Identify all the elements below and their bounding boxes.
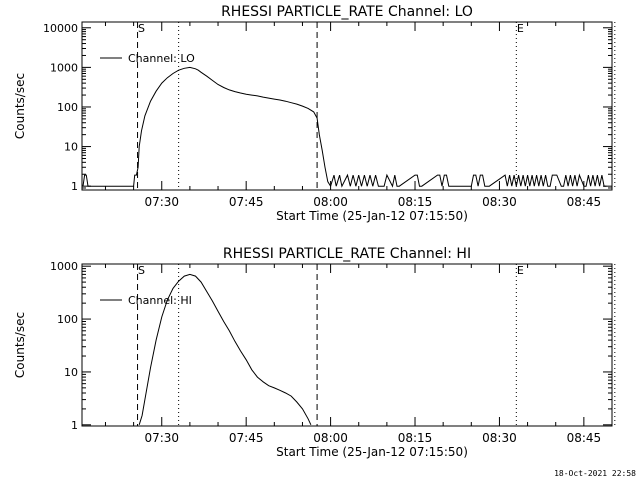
x-tick-label: 08:45 — [567, 195, 602, 209]
y-tick-label: 10000 — [43, 22, 78, 35]
y-tick-label: 1 — [71, 419, 78, 432]
series-line-lo — [82, 66, 607, 188]
x-tick-label: 08:15 — [398, 431, 433, 445]
legend-label: Channel: LO — [128, 52, 195, 65]
y-tick-label: 1000 — [50, 260, 78, 273]
time-marker-label: S — [138, 264, 145, 277]
y-tick-label: 100 — [57, 313, 78, 326]
footer-timestamp: 18-Oct-2021 22:58 — [554, 469, 636, 478]
x-tick-label: 07:45 — [229, 195, 264, 209]
chart-title: RHESSI PARTICLE_RATE Channel: HI — [223, 246, 471, 262]
x-tick-label: 08:45 — [567, 431, 602, 445]
x-axis-label: Start Time (25-Jan-12 07:15:50) — [276, 445, 468, 459]
legend-label: Channel: HI — [128, 294, 192, 307]
y-tick-label: 1 — [71, 180, 78, 193]
time-marker-label: E — [517, 264, 524, 277]
time-marker-label: S — [138, 22, 145, 35]
x-axis-label: Start Time (25-Jan-12 07:15:50) — [276, 209, 468, 223]
series-line-hi — [138, 273, 312, 426]
panel-hi: RHESSI PARTICLE_RATE Channel: HI 1 10 100 10… — [13, 246, 616, 459]
x-tick-label: 07:30 — [144, 431, 179, 445]
x-tick-label: 08:30 — [482, 195, 517, 209]
plot-frame — [81, 263, 613, 427]
x-tick-label: 07:45 — [229, 431, 264, 445]
y-tick-label: 10 — [64, 366, 78, 379]
y-axis-label: Counts/sec — [13, 312, 27, 378]
x-tick-label: 08:00 — [313, 195, 348, 209]
x-tick-label: 08:30 — [482, 431, 517, 445]
x-tick-label: 07:30 — [144, 195, 179, 209]
x-tick-label: 08:15 — [398, 195, 433, 209]
y-tick-label: 1000 — [50, 61, 78, 74]
chart-title: RHESSI PARTICLE_RATE Channel: LO — [221, 4, 473, 20]
y-tick-label: 10 — [64, 141, 78, 154]
y-axis-label: Counts/sec — [13, 73, 27, 139]
x-tick-label: 08:00 — [313, 431, 348, 445]
time-marker-label: E — [517, 22, 524, 35]
y-tick-label: 100 — [57, 101, 78, 114]
plot-frame — [81, 21, 613, 191]
panel-lo: RHESSI PARTICLE_RATE Channel: LO 1 10 100 10… — [13, 4, 616, 223]
